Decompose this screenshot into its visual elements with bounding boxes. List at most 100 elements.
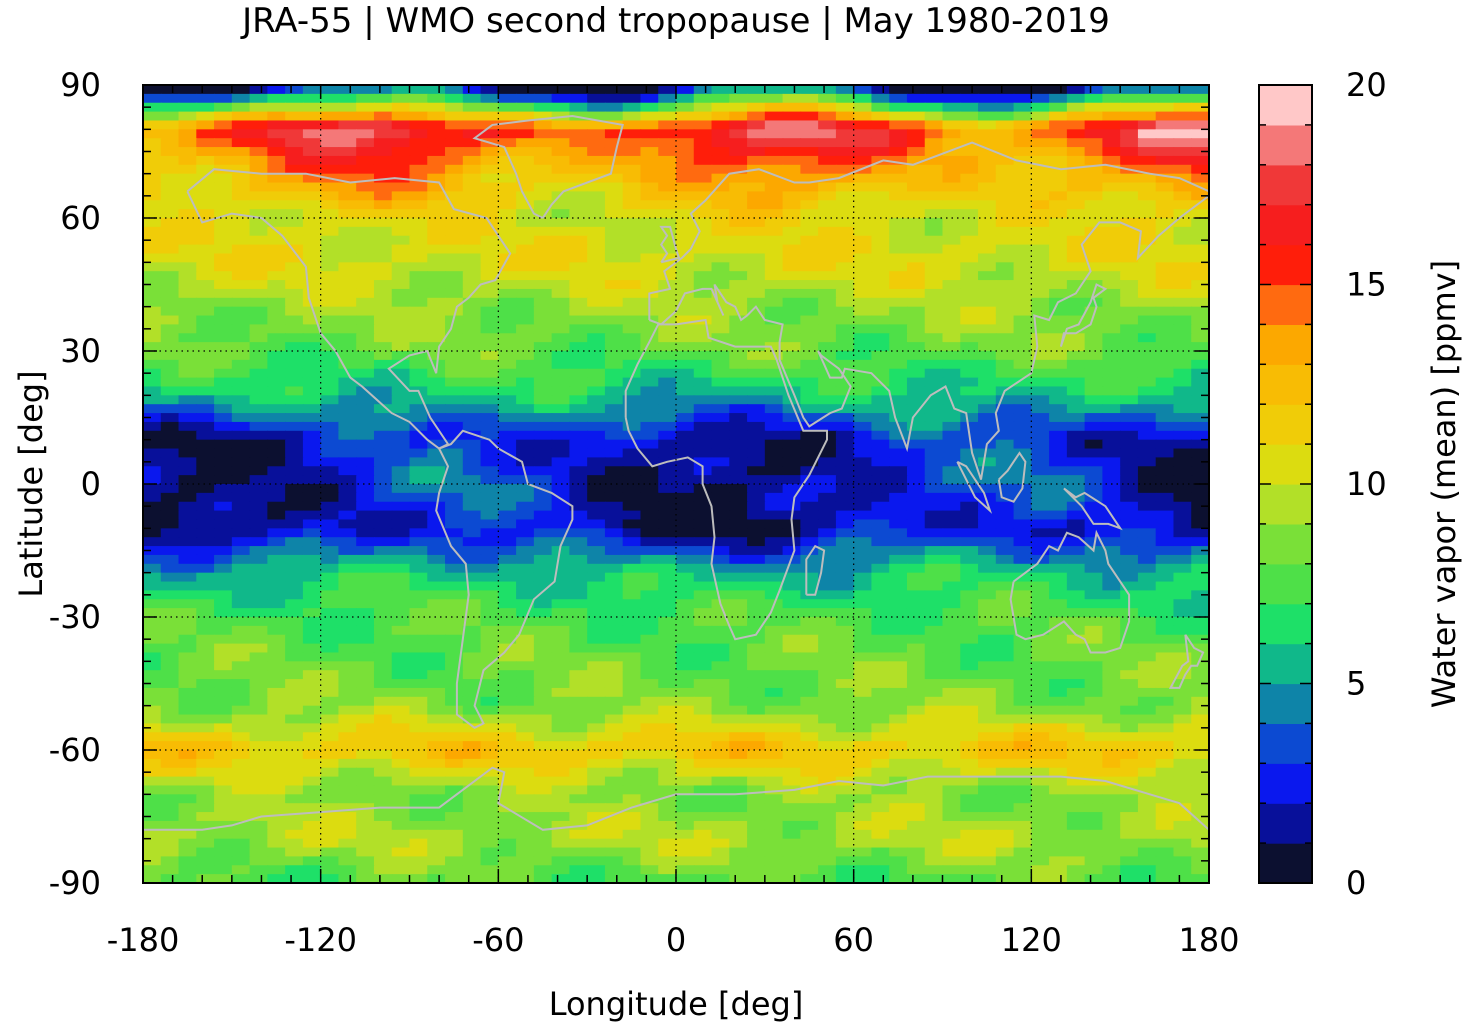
heatmap-cell <box>1173 413 1193 423</box>
heatmap-cell <box>285 386 304 397</box>
heatmap-cell <box>427 794 446 804</box>
heatmap-cell <box>1120 528 1139 538</box>
heatmap-cell <box>516 244 535 255</box>
heatmap-cell <box>604 244 624 255</box>
heatmap-cell <box>391 324 411 335</box>
heatmap-cell <box>835 475 855 485</box>
heatmap-cell <box>178 767 198 778</box>
heatmap-cell <box>462 484 482 494</box>
heatmap-cell <box>1191 492 1209 503</box>
heatmap-cell <box>889 457 908 468</box>
heatmap-cell <box>622 218 642 228</box>
heatmap-cell <box>356 102 375 113</box>
heatmap-cell <box>1155 333 1175 343</box>
heatmap-cell <box>1031 608 1050 618</box>
heatmap-cell <box>729 430 748 441</box>
heatmap-cell <box>427 368 446 379</box>
heatmap-cell <box>729 164 748 175</box>
heatmap-cell <box>1049 386 1068 397</box>
heatmap-cell <box>480 120 500 131</box>
heatmap-cell <box>196 723 215 734</box>
heatmap-cell <box>391 484 411 494</box>
heatmap-cell <box>604 634 624 645</box>
heatmap-cell <box>302 599 322 609</box>
heatmap-cell <box>445 200 464 210</box>
heatmap-cell <box>622 85 642 95</box>
heatmap-cell <box>143 226 162 237</box>
heatmap-cell <box>1137 750 1157 760</box>
heatmap-cell <box>622 794 642 804</box>
heatmap-cell <box>480 85 500 95</box>
heatmap-cell <box>889 324 908 335</box>
heatmap-cell <box>747 235 766 246</box>
heatmap-cell <box>551 546 571 556</box>
heatmap-cell <box>143 342 162 352</box>
heatmap-cell <box>853 413 873 423</box>
heatmap-cell <box>231 714 251 725</box>
heatmap-cell <box>1013 359 1033 370</box>
heatmap-cell <box>1191 705 1209 716</box>
heatmap-cell <box>320 413 340 423</box>
heatmap-cell <box>480 475 500 485</box>
heatmap-cell <box>533 342 553 352</box>
heatmap-cell <box>480 776 500 787</box>
heatmap-cell <box>178 253 198 264</box>
heatmap-cell <box>267 271 286 281</box>
heatmap-cell <box>143 581 162 592</box>
heatmap-cell <box>835 102 855 113</box>
heatmap-cell <box>160 342 180 352</box>
heatmap-cell <box>462 173 482 184</box>
heatmap-cell <box>356 528 375 538</box>
heatmap-cell <box>800 492 819 503</box>
heatmap-cell <box>516 741 535 751</box>
heatmap-cell <box>356 395 375 405</box>
heatmap-cell <box>622 696 642 707</box>
heatmap-cell <box>747 324 766 335</box>
heatmap-cell <box>960 732 979 742</box>
heatmap-cell <box>267 111 286 122</box>
heatmap-cell <box>373 537 393 547</box>
heatmap-cell <box>569 670 588 680</box>
heatmap-cell <box>835 209 855 219</box>
heatmap-cell <box>445 297 464 308</box>
heatmap-cell <box>249 785 269 796</box>
heatmap-cell <box>427 253 446 264</box>
heatmap-cell <box>640 226 660 237</box>
heatmap-cell <box>498 554 517 565</box>
heatmap-cell <box>320 280 340 290</box>
heatmap-cell <box>160 732 180 742</box>
heatmap-cell <box>462 812 482 822</box>
heatmap-cell <box>995 590 1015 601</box>
heatmap-cell <box>764 803 784 813</box>
heatmap-cell <box>747 590 766 601</box>
heatmap-cell <box>800 315 819 326</box>
heatmap-cell <box>285 421 304 432</box>
heatmap-cell <box>906 315 926 326</box>
heatmap-cell <box>302 111 322 122</box>
heatmap-cell <box>267 244 286 255</box>
heatmap-cell <box>1173 430 1193 441</box>
heatmap-cell <box>853 386 873 397</box>
heatmap-cell <box>1049 448 1068 459</box>
heatmap-cell <box>445 120 464 131</box>
heatmap-cell <box>214 767 233 778</box>
heatmap-cell <box>782 262 802 272</box>
heatmap-cell <box>1049 687 1068 698</box>
heatmap-cell <box>871 351 890 361</box>
heatmap-cell <box>427 643 446 654</box>
heatmap-cell <box>889 306 908 317</box>
heatmap-cell <box>427 413 446 423</box>
heatmap-cell <box>1084 102 1104 113</box>
heatmap-cell <box>906 475 926 485</box>
heatmap-cell <box>906 386 926 397</box>
heatmap-cell <box>214 102 233 113</box>
heatmap-cell <box>587 209 606 219</box>
heatmap-cell <box>569 280 588 290</box>
heatmap-cell <box>978 306 997 317</box>
heatmap-cell <box>1066 714 1086 725</box>
heatmap-cell <box>391 510 411 521</box>
heatmap-cell <box>1120 235 1139 246</box>
heatmap-cell <box>338 413 357 423</box>
heatmap-cell <box>960 572 979 583</box>
heatmap-cell <box>1066 200 1086 210</box>
